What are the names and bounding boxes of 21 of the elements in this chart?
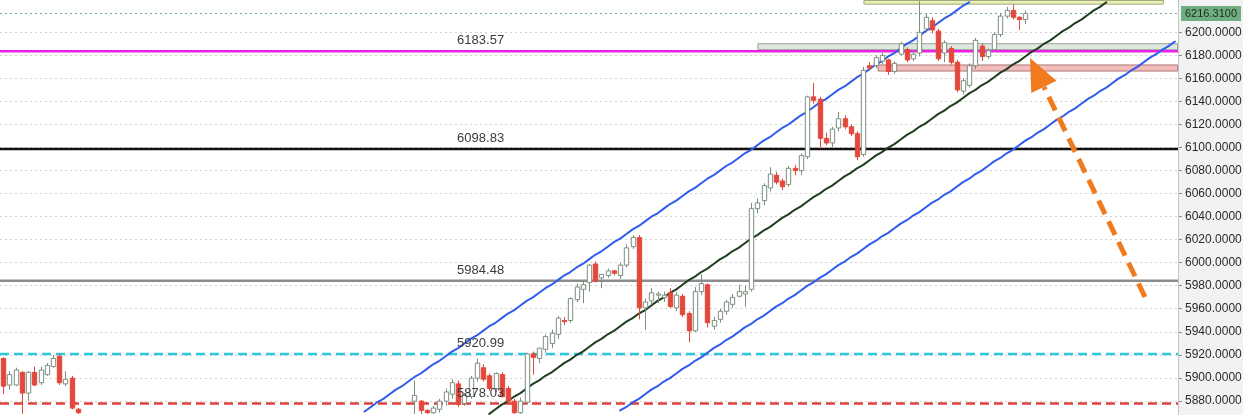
y-tick-label: 6140.0000	[1185, 93, 1243, 108]
y-tick-label: 6020.0000	[1185, 232, 1243, 247]
ref-line-label: 6183.57	[457, 32, 505, 48]
y-tick-label: 6180.0000	[1185, 47, 1243, 62]
y-tick-label: 6060.0000	[1185, 185, 1243, 200]
y-tick-label: 5980.0000	[1185, 278, 1243, 293]
y-tick-label: 6200.0000	[1185, 24, 1243, 39]
y-tick-label: 6120.0000	[1185, 116, 1243, 131]
y-tick-label: 5900.0000	[1185, 370, 1243, 385]
y-tick-label: 5920.0000	[1185, 347, 1243, 362]
y-tick-label: 6100.0000	[1185, 139, 1243, 154]
y-tick-label: 6080.0000	[1185, 162, 1243, 177]
y-tick-label: 5940.0000	[1185, 324, 1243, 339]
y-tick-label: 5960.0000	[1185, 301, 1243, 316]
y-tick-label: 6000.0000	[1185, 255, 1243, 270]
ref-line-label: 6098.83	[457, 129, 505, 145]
ref-line-label: 6216.3100	[1185, 7, 1237, 20]
ref-line-label: 5984.48	[457, 261, 505, 277]
y-tick-label: 5880.0000	[1185, 393, 1243, 408]
y-tick-label: 6040.0000	[1185, 209, 1243, 224]
y-tick-label: 6160.0000	[1185, 70, 1243, 85]
